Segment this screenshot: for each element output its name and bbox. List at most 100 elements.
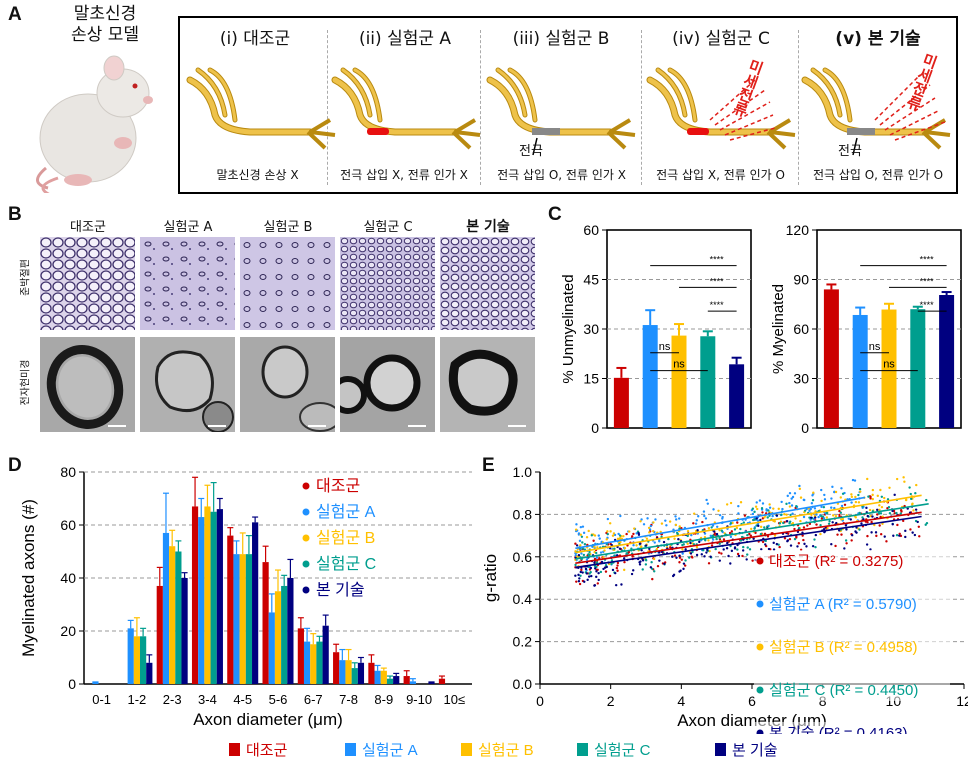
scatter-point [715, 537, 718, 541]
bar [671, 335, 687, 428]
tem-image-tech [440, 337, 535, 432]
scatter-point [720, 552, 723, 555]
legend-backdrop [754, 636, 950, 658]
scatter-point [826, 526, 829, 530]
legend-marker [756, 643, 764, 651]
significance-label: **** [710, 255, 725, 265]
scatter-point [689, 541, 692, 545]
scatter-point [822, 528, 826, 531]
scatter-point [820, 499, 823, 503]
scatter-point [682, 543, 685, 546]
scatter-point [780, 500, 783, 504]
scatter-point [683, 564, 687, 567]
semithin-image-exp-a [140, 237, 235, 330]
scatter-point [893, 512, 896, 515]
scatter-point [605, 538, 608, 541]
scatter-point [585, 558, 589, 561]
scatter-point [647, 526, 651, 530]
panel-e-letter: E [482, 455, 495, 476]
scatter-point [789, 544, 793, 547]
scatter-point [906, 507, 909, 510]
scatter-point [715, 532, 719, 536]
scatter-point [845, 528, 848, 531]
scatter-point [729, 501, 733, 505]
significance-label: ns [883, 359, 895, 371]
scatter-point [918, 535, 921, 538]
scatter-point [754, 505, 758, 508]
scatter-point [690, 555, 693, 558]
scatter-point [579, 544, 582, 547]
scatter-point [590, 574, 593, 578]
bar [357, 662, 365, 684]
scatter-point [814, 533, 818, 537]
scatter-point [875, 534, 878, 538]
panel-c-letter: C [548, 204, 562, 225]
scatter-point [803, 509, 807, 512]
caption-exp-b: 전극 삽입 O, 전류 인가 X [497, 168, 626, 182]
rat-illustration [36, 55, 153, 193]
bar [133, 636, 141, 684]
scatter-point [602, 567, 605, 571]
significance-label: **** [920, 255, 935, 265]
scatter-point [701, 520, 704, 524]
scatter-point [904, 535, 907, 539]
scatter-point [752, 537, 755, 540]
scatter-point [583, 542, 587, 546]
scatter-point [644, 558, 648, 561]
legend-swatch [577, 743, 588, 756]
scatter-point [794, 517, 797, 520]
scatter-point [773, 534, 777, 537]
scatter-point [640, 518, 643, 521]
scatter-point [831, 521, 834, 524]
scatter-point [838, 513, 841, 517]
scatter-point [795, 505, 798, 508]
scatter-point [614, 583, 618, 587]
x-tick-label: 0-1 [92, 692, 111, 707]
scatter-point [766, 535, 770, 538]
scatter-point [739, 527, 742, 531]
scatter-point [623, 568, 626, 572]
scatter-point [843, 547, 846, 550]
scatter-point [625, 532, 628, 536]
scatter-point [902, 476, 905, 479]
semithin-image-tech [440, 237, 535, 330]
scatter-point [865, 543, 869, 546]
scatter-point [879, 532, 883, 536]
significance-label: ns [673, 359, 685, 371]
legend-backdrop [754, 593, 950, 615]
scatter-point [796, 545, 799, 548]
scatter-point [909, 497, 913, 501]
scatter-point [755, 501, 758, 504]
legend-marker [302, 508, 310, 516]
scatter-point [902, 519, 905, 523]
scatter-point [825, 511, 828, 515]
scatter-point [828, 520, 831, 523]
legend-swatch [229, 743, 240, 756]
fit-line [575, 511, 922, 564]
scatter-point [602, 556, 605, 559]
scatter-point [600, 560, 604, 564]
scatter-point [595, 570, 598, 573]
scatter-point [592, 539, 595, 542]
scatter-point [821, 515, 825, 518]
scatter-point [684, 548, 687, 551]
scatter-point [704, 517, 708, 520]
scatter-point [575, 580, 578, 583]
scatter-point [876, 513, 879, 516]
scatter-point [717, 551, 721, 554]
legend-label: 실험군 A (R² = 0.5790) [769, 596, 917, 613]
scatter-point [622, 534, 625, 538]
scatter-point [860, 522, 863, 525]
y-axis-label: g-ratio [481, 554, 500, 602]
scatter-point [788, 537, 792, 541]
chart-axon-histogram: 0 20 40 60 80 Myelinated axons (#) 0-1 1-2 2-3 3-… [19, 464, 472, 729]
y-tick-label: 0.0 [513, 676, 533, 692]
scatter-point [761, 540, 765, 544]
scatter-point [768, 503, 771, 506]
scatter-point [830, 542, 833, 546]
bar [910, 309, 926, 428]
scatter-point [704, 539, 707, 542]
scatter-point [823, 493, 826, 497]
scatter-point [678, 570, 681, 573]
